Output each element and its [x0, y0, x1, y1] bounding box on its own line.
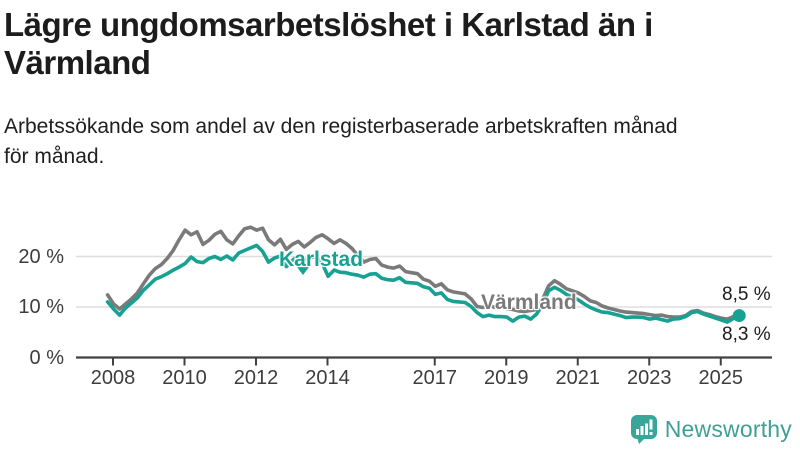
x-tick-label-2023: 2023 — [627, 367, 672, 389]
y-tick-label-10: 10 % — [18, 296, 64, 318]
x-tick-label-2014: 2014 — [305, 367, 350, 389]
end-value-label-varmland: 8,5 % — [722, 284, 771, 305]
newsworthy-logo: Newsworthy — [630, 414, 792, 444]
chart-subtitle-line2: för månad. — [4, 145, 105, 168]
x-tick-label-2012: 2012 — [233, 367, 279, 389]
x-tick-label-2010: 2010 — [162, 367, 207, 389]
chart-subtitle: Arbetssökande som andel av den registerb… — [4, 112, 794, 172]
y-tick-label-0: 0 % — [29, 346, 64, 369]
line-series-värmland — [105, 225, 742, 321]
y-tick-label-20: 20 % — [18, 245, 64, 268]
chart-title: Lägre ungdomsarbetslöshet i Karlstad än … — [4, 6, 784, 82]
series-label-varmland: Värmland — [481, 291, 577, 314]
x-tick-label-2021: 2021 — [555, 367, 601, 389]
chart-subtitle-line1: Arbetssökande som andel av den registerb… — [4, 115, 678, 138]
series-label-karlstad: Karlstad — [279, 248, 364, 271]
chart-title-line2: Värmland — [4, 44, 151, 81]
karlstad-label-pointer — [297, 267, 309, 275]
chart-title-line1: Lägre ungdomsarbetslöshet i Karlstad än … — [4, 6, 653, 43]
x-tick-label-2025: 2025 — [698, 367, 744, 389]
end-value-label-karlstad: 8,3 % — [722, 324, 771, 345]
newsworthy-logo-icon — [630, 415, 657, 444]
x-tick-label-2017: 2017 — [412, 367, 458, 389]
line-series-karlstad — [105, 243, 742, 324]
newsworthy-logo-text: Newsworthy — [664, 415, 792, 442]
x-tick-label-2008: 2008 — [90, 367, 136, 389]
x-tick-label-2019: 2019 — [484, 367, 529, 389]
karlstad-end-dot — [732, 309, 746, 323]
